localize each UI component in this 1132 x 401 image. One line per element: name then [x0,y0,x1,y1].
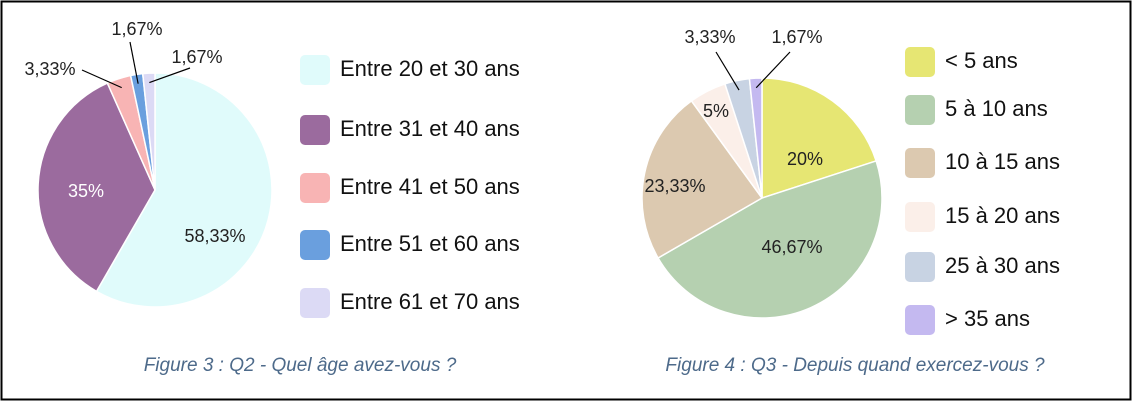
legend-label: 15 à 20 ans [945,203,1060,228]
leader-line [149,67,191,84]
legend-swatch [905,148,935,178]
data-label: 58,33% [184,226,245,246]
pie-slice [657,159,883,319]
pie-slice [748,77,763,199]
data-label: 1,67% [771,27,822,47]
leader-line [715,51,740,91]
legend-swatch [905,305,935,335]
data-label: 3,33% [24,59,75,79]
data-label: 23,33% [644,176,705,196]
leader-line [81,69,122,89]
legend-label: 5 à 10 ans [945,96,1048,121]
legend-swatch [905,95,935,125]
legend-label: Entre 61 et 70 ans [340,289,520,314]
legend-swatch [905,202,935,232]
legend-swatch [300,173,330,203]
data-label: 3,33% [684,27,735,47]
leader-line [129,41,139,84]
data-label: 1,67% [171,47,222,67]
legend-label: 25 à 30 ans [945,253,1060,278]
legend-swatch [300,230,330,260]
pie-slice [37,82,156,293]
data-label: 1,67% [111,19,162,39]
legend-swatch [905,47,935,77]
data-label: 35% [68,181,104,201]
data-label: 46,67% [761,237,822,257]
legend-swatch [300,55,330,85]
data-label: 20% [787,149,823,169]
legend-label: < 5 ans [945,48,1018,73]
pie-slice [141,72,156,191]
legend-label: Entre 31 et 40 ans [340,116,520,141]
data-label: 5% [703,101,729,121]
leader-line [755,51,791,89]
legend-label: 10 à 15 ans [945,149,1060,174]
legend-swatch [300,115,330,145]
legend-label: Entre 20 et 30 ans [340,56,520,81]
pie-slice [761,77,878,200]
caption: Figure 3 : Q2 - Quel âge avez-vous ? [144,355,457,376]
legend-swatch [300,288,330,318]
caption: Figure 4 : Q3 - Depuis quand exercez-vou… [665,355,1045,376]
pie-slice [95,72,273,308]
legend-label: Entre 41 et 50 ans [340,174,520,199]
legend-swatch [905,252,935,282]
pie-slice [641,99,764,260]
legend-label: Entre 51 et 60 ans [340,231,520,256]
legend-label: > 35 ans [945,306,1030,331]
